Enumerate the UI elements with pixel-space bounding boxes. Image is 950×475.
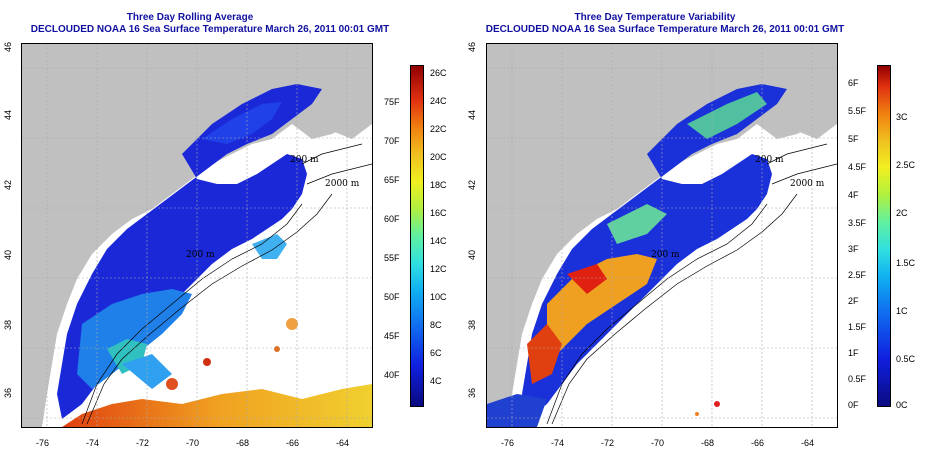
contour-label-2000m: 2000 m [325,179,360,189]
right-lon-tick: -70 [651,438,665,448]
left-lat-tick: 38 [3,319,13,330]
colorbar-c-label: 16C [430,208,447,218]
colorbar-c-label: 10C [430,292,447,302]
colorbar-f-label: 40F [384,370,400,380]
right-colorbar [877,65,891,407]
contour-label-200m-north: 200 m [290,155,319,165]
right-lat-tick: 46 [467,41,477,52]
left-lon-tick: -70 [186,438,200,448]
contour-label-200m-north: 200 m [755,155,784,165]
colorbar-f-label: 5F [848,134,859,144]
colorbar-c-label: 12C [430,264,447,274]
left-lat-tick: 36 [3,387,13,398]
contour-label-200m: 200 m [186,250,215,260]
colorbar-c-label: 1.5C [896,258,916,268]
colorbar-c-label: 8C [430,320,442,330]
left-lon-tick: -72 [136,438,150,448]
colorbar-f-label: 65F [384,175,400,185]
left-lon-tick: -66 [286,438,300,448]
colorbar-c-label: 4C [430,376,442,386]
left-colorbar [410,65,424,407]
contour-label-200m: 200 m [651,250,680,260]
colorbar-c-label: 26C [430,68,447,78]
colorbar-f-label: 2.5F [848,270,867,280]
colorbar-f-label: 2F [848,296,859,306]
left-lat-tick: 42 [3,179,13,190]
colorbar-c-label: 0C [896,400,908,410]
colorbar-f-label: 60F [384,214,400,224]
colorbar-c-label: 2.5C [896,160,916,170]
right-lon-tick: -66 [751,438,765,448]
colorbar-f-label: 45F [384,331,400,341]
colorbar-c-label: 6C [430,348,442,358]
right-lon-tick: -72 [601,438,615,448]
left-lat-tick: 46 [3,41,13,52]
colorbar-f-label: 6F [848,78,859,88]
right-lat-tick: 42 [467,179,477,190]
right-lat-tick: 44 [467,109,477,120]
colorbar-c-label: 22C [430,124,447,134]
contour-label-2000m: 2000 m [790,179,825,189]
colorbar-c-label: 18C [430,180,447,190]
right-lon-tick: -76 [501,438,515,448]
right-lon-tick: -74 [551,438,565,448]
colorbar-f-label: 0F [848,400,859,410]
right-map: 200 m 2000 m 200 m [486,43,838,428]
colorbar-f-label: 55F [384,253,400,263]
colorbar-c-label: 24C [430,96,447,106]
colorbar-f-label: 50F [384,292,400,302]
right-lat-tick: 40 [467,249,477,260]
colorbar-c-label: 3C [896,112,908,122]
colorbar-f-label: 3F [848,244,859,254]
colorbar-c-label: 0.5C [896,354,916,364]
colorbar-c-label: 1C [896,306,908,316]
colorbar-c-label: 20C [430,152,447,162]
colorbar-f-label: 4.5F [848,162,867,172]
colorbar-f-label: 1F [848,348,859,358]
left-lon-tick: -74 [86,438,100,448]
left-lat-tick: 40 [3,249,13,260]
left-lat-tick: 44 [3,109,13,120]
colorbar-f-label: 4F [848,190,859,200]
colorbar-c-label: 14C [430,236,447,246]
colorbar-f-label: 3.5F [848,218,867,228]
right-lon-tick: -68 [701,438,715,448]
colorbar-f-label: 70F [384,136,400,146]
right-title-line1: Three Day Temperature Variability [574,12,736,23]
right-lon-tick: -64 [801,438,815,448]
right-title-line2: DECLOUDED NOAA 16 Sea Surface Temperatur… [485,24,845,35]
left-title-line2: DECLOUDED NOAA 16 Sea Surface Temperatur… [30,24,390,35]
left-lon-tick: -76 [36,438,50,448]
colorbar-f-label: 1.5F [848,322,867,332]
colorbar-c-label: 2C [896,208,908,218]
colorbar-f-label: 75F [384,97,400,107]
right-lat-tick: 36 [467,387,477,398]
right-lat-tick: 38 [467,319,477,330]
left-lon-tick: -68 [236,438,250,448]
warm-water [62,384,372,427]
left-map: 200 m 2000 m 200 m [21,43,373,428]
left-title-line1: Three Day Rolling Average [126,12,254,23]
left-lon-tick: -64 [336,438,350,448]
colorbar-f-label: 0.5F [848,374,867,384]
land-mass [22,44,372,427]
colorbar-f-label: 5.5F [848,106,867,116]
